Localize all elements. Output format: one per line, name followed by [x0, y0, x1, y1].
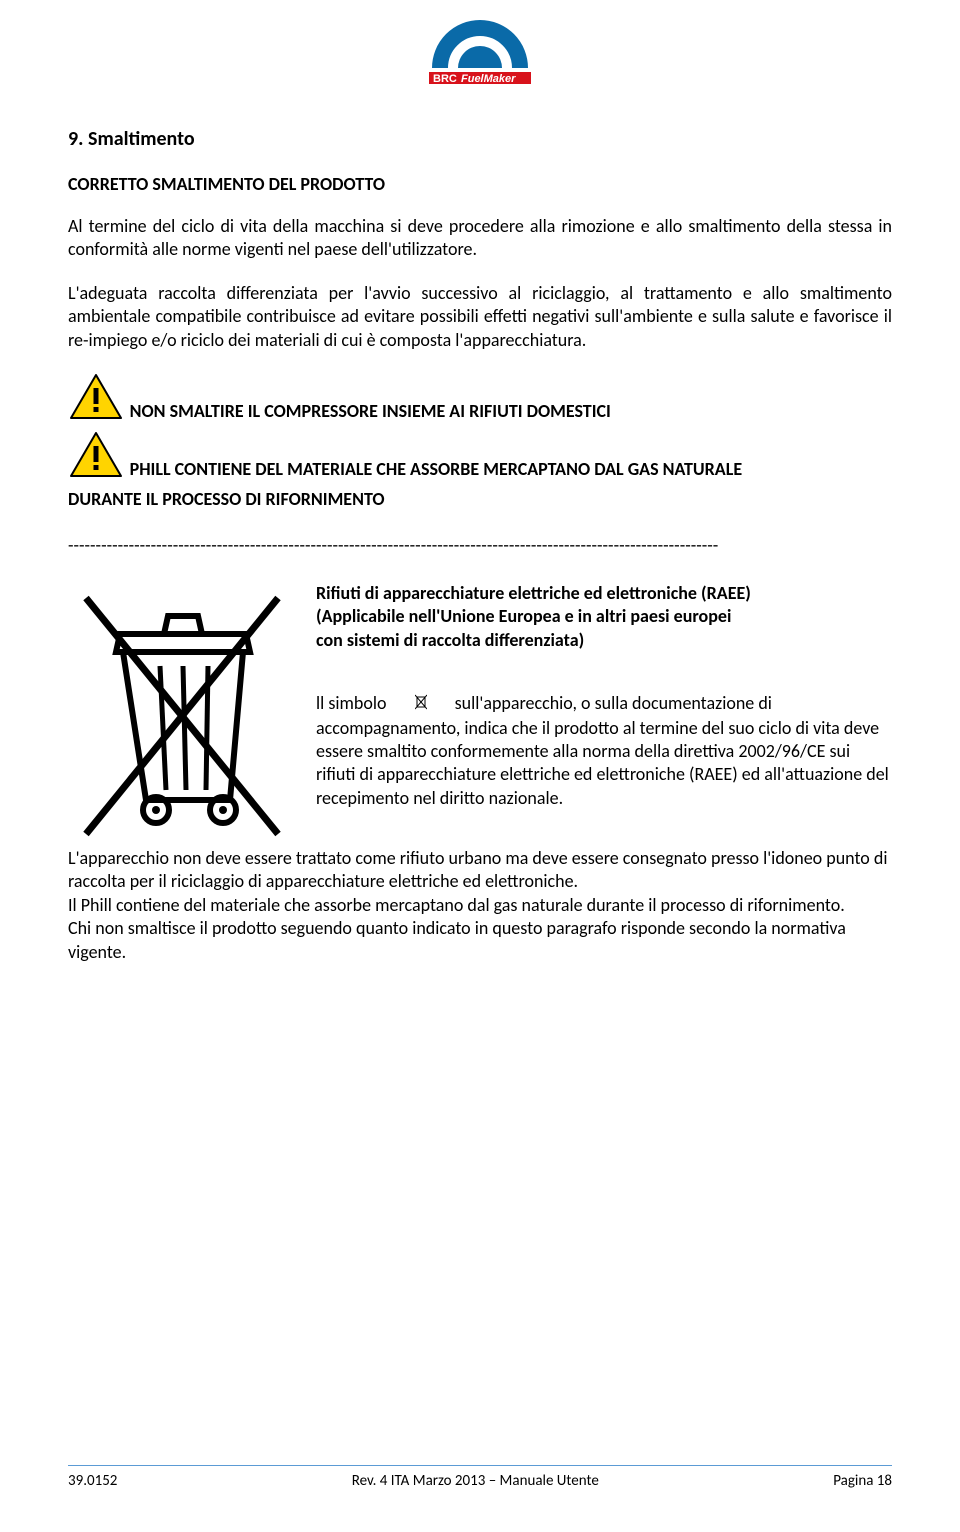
section-subheading: CORRETTO SMALTIMENTO DEL PRODOTTO — [68, 173, 892, 195]
warning-row: NON SMALTIRE IL COMPRESSORE INSIEME AI R… — [68, 372, 892, 422]
warning-row: PHILL CONTIENE DEL MATERIALE CHE ASSORBE… — [68, 430, 892, 480]
section-heading: 9. Smaltimento — [68, 127, 892, 151]
warning-text: PHILL CONTIENE DEL MATERIALE CHE ASSORBE… — [130, 458, 742, 480]
warning-text-continuation: DURANTE IL PROCESSO DI RIFORNIMENTO — [68, 488, 892, 510]
footer-right: Pagina 18 — [833, 1472, 892, 1490]
raee-full-width-paragraph: Chi non smaltisce il prodotto seguendo q… — [68, 917, 892, 964]
brc-fuelmaker-logo-icon: BRC FuelMaker — [425, 20, 535, 94]
raee-full-width-paragraph: Il Phill contiene del materiale che asso… — [68, 894, 892, 917]
raee-title: Rifiuti di apparecchiature elettriche ed… — [316, 582, 892, 652]
body-paragraph: Al termine del ciclo di vita della macch… — [68, 215, 892, 262]
raee-body-right: ll simbolo sull'apparecchio, o sulla doc… — [316, 692, 892, 810]
raee-title-line: con sistemi di raccolta differenziata) — [316, 629, 584, 651]
separator-dashes: ----------------------------------------… — [68, 534, 828, 556]
inline-symbol-placeholder — [391, 693, 451, 716]
svg-text:BRC: BRC — [433, 73, 457, 85]
warning-triangle-icon — [68, 430, 124, 480]
body-paragraph: L'adeguata raccolta differenziata per l'… — [68, 282, 892, 352]
warning-text: NON SMALTIRE IL COMPRESSORE INSIEME AI R… — [130, 400, 611, 422]
crossed-bin-icon — [68, 582, 288, 847]
footer-center: Rev. 4 ITA Marzo 2013 – Manuale Utente — [352, 1472, 599, 1490]
raee-body-pre: ll simbolo — [316, 692, 386, 714]
page-footer: 39.0152 Rev. 4 ITA Marzo 2013 – Manuale … — [68, 1465, 892, 1490]
raee-title-line: Rifiuti di apparecchiature elettriche ed… — [316, 582, 751, 604]
footer-left: 39.0152 — [68, 1472, 117, 1490]
raee-section: Rifiuti di apparecchiature elettriche ed… — [68, 582, 892, 847]
svg-text:FuelMaker: FuelMaker — [461, 73, 516, 85]
warning-triangle-icon — [68, 372, 124, 422]
brand-logo: BRC FuelMaker — [68, 20, 892, 99]
raee-full-width-paragraph: L'apparecchio non deve essere trattato c… — [68, 847, 892, 894]
raee-title-line: (Applicabile nell'Unione Europea e in al… — [316, 605, 731, 627]
